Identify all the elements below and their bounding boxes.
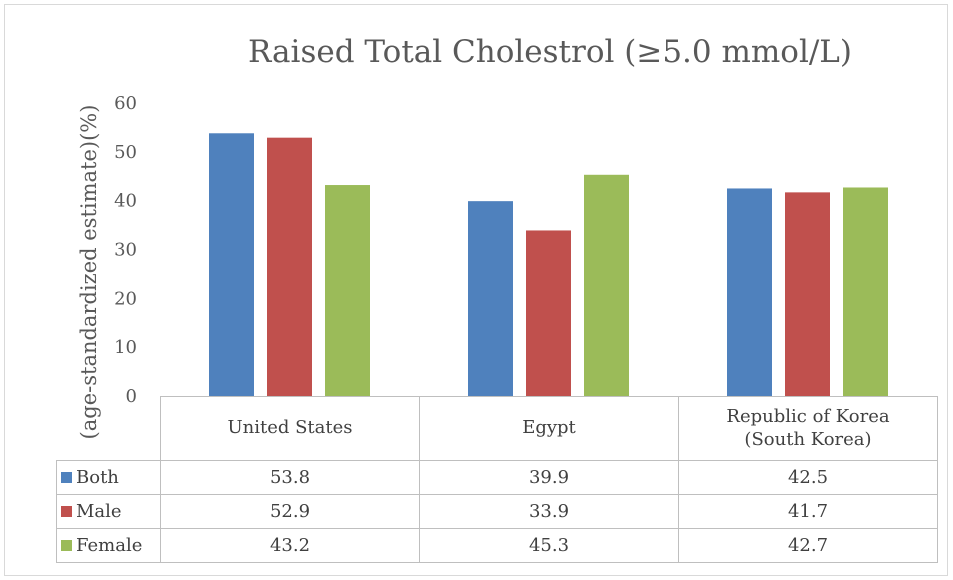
legend-swatch-male [61,506,72,517]
y-tick-label: 40 [114,191,137,212]
data-table: United States Egypt Republic of Korea (So… [56,396,938,563]
legend-entry-both: Both [56,460,161,495]
y-tick-label: 60 [114,93,137,114]
legend-label-female: Female [76,535,143,556]
bar-male [267,137,312,396]
table-cell: 42.7 [678,528,938,563]
table-row-female: Female 43.2 45.3 42.7 [56,528,938,563]
table-cell: 45.3 [419,528,679,563]
table-header-row: United States Egypt Republic of Korea (So… [56,396,938,461]
legend-label-male: Male [76,501,122,522]
y-tick-label: 30 [114,240,137,261]
legend-label-both: Both [76,467,119,488]
legend-swatch-female [61,540,72,551]
table-corner [56,396,161,461]
table-row-both: Both 53.8 39.9 42.5 [56,460,938,495]
table-row-male: Male 52.9 33.9 41.7 [56,494,938,529]
y-tick-label: 50 [114,142,137,163]
bar-male [785,192,830,396]
table-cell: 41.7 [678,494,938,529]
bar-female [843,187,888,396]
legend-swatch-both [61,472,72,483]
bar-male [526,230,571,396]
category-label: United States [160,396,420,461]
chart-title: Raised Total Cholestrol (≥5.0 mmol/L) [248,34,852,70]
bar-both [209,133,254,396]
bar-female [584,174,629,396]
y-tick-label: 10 [114,337,137,358]
y-tick-label: 20 [114,288,137,309]
table-cell: 52.9 [160,494,420,529]
bar-both [468,201,513,396]
legend-entry-male: Male [56,494,161,529]
table-cell: 42.5 [678,460,938,495]
bar-female [325,185,370,396]
category-label: Republic of Korea (South Korea) [678,396,938,461]
table-cell: 43.2 [160,528,420,563]
table-cell: 39.9 [419,460,679,495]
legend-entry-female: Female [56,528,161,563]
category-label: Egypt [419,396,679,461]
bar-both [727,188,772,396]
table-cell: 53.8 [160,460,420,495]
table-cell: 33.9 [419,494,679,529]
